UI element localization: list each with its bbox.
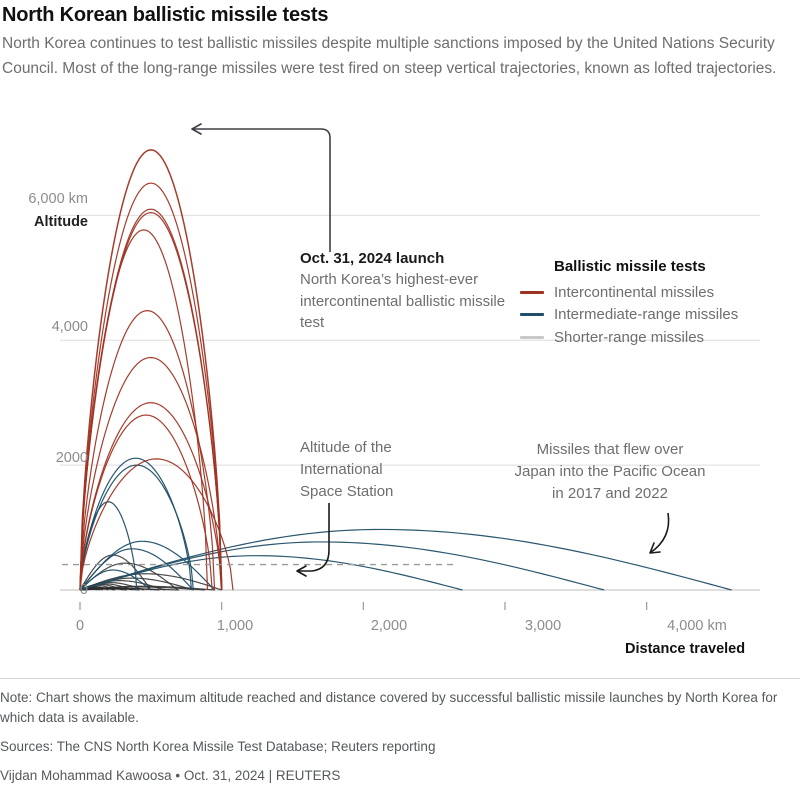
y-axis-title: Altitude [34, 214, 88, 230]
legend: Ballistic missile tests Intercontinental… [520, 258, 738, 349]
trajectory-path [79, 569, 152, 591]
chart-area: 6,000 km Altitude 4,000 2000 0 0 1,000 2… [0, 110, 800, 670]
launch-callout-arrow [191, 123, 331, 252]
legend-swatch-intermediate [520, 313, 544, 317]
x-axis-title: Distance traveled [625, 641, 746, 657]
x-tick-label-3000: 3,000 [524, 618, 562, 634]
trajectory-path [79, 573, 222, 591]
x-axis [79, 602, 648, 610]
trajectory-path [79, 548, 194, 591]
gridlines [60, 214, 760, 591]
y-tick-label-0: 0 [79, 582, 88, 598]
x-tick-label-0: 0 [75, 618, 85, 634]
annotation-pacific-line1: Missiles that flew over [536, 441, 684, 458]
trajectory-path [79, 588, 180, 591]
annotation-launch: Oct. 31, 2024 launch North Korea’s highe… [300, 248, 515, 334]
pacific-callout-arrow [649, 512, 670, 554]
trajectory-path [79, 501, 138, 591]
trajectory-path [79, 555, 463, 591]
intercontinental-trajectories [79, 149, 234, 591]
header: North Korean ballistic missile tests Nor… [0, 0, 800, 81]
annotation-iss-line3: Space Station [300, 483, 394, 500]
annotation-iss-line1: Altitude of the [300, 439, 392, 456]
y-tick-label-6000: 6,000 km [28, 191, 88, 207]
footer: Note: Chart shows the maximum altitude r… [0, 678, 800, 786]
x-tick-label-2000: 2,000 [370, 618, 408, 634]
legend-title: Ballistic missile tests [554, 258, 706, 275]
annotation-iss-line2: International [300, 461, 383, 478]
legend-swatch-intercontinental [520, 290, 544, 294]
trajectory-path [79, 541, 605, 591]
x-tick-label-4000: 4,000 km [667, 618, 727, 634]
legend-item-shorter-range[interactable]: Shorter-range missiles [520, 326, 738, 349]
footer-credit: Vijdan Mohammad Kawoosa • Oct. 31, 2024 … [0, 768, 341, 783]
trajectory-path [79, 586, 205, 591]
annotation-pacific-line2: Japan into the Pacific Ocean [514, 463, 706, 480]
annotation-pacific: Missiles that flew over Japan into the P… [495, 439, 725, 505]
legend-label-shorter-range: Shorter-range missiles [554, 328, 705, 346]
legend-swatch-shorter-range [520, 335, 544, 339]
footer-divider [0, 678, 800, 679]
legend-item-intercontinental[interactable]: Intercontinental missiles [520, 281, 738, 304]
trajectory-path [79, 356, 222, 591]
iss-callout-arrow [296, 503, 330, 577]
legend-item-intermediate[interactable]: Intermediate-range missiles [520, 304, 738, 327]
annotation-launch-title: Oct. 31, 2024 launch [300, 250, 445, 267]
page-title: North Korean ballistic missile tests [2, 4, 329, 26]
trajectory-path [79, 310, 216, 591]
trajectory-path [79, 208, 223, 591]
footer-sources: Sources: The CNS North Korea Missile Tes… [0, 739, 436, 754]
trajectory-plot [60, 123, 760, 610]
trajectory-path [79, 182, 223, 591]
legend-label-intercontinental: Intercontinental missiles [554, 283, 715, 301]
trajectory-path [79, 212, 223, 591]
trajectory-path [79, 457, 193, 591]
y-tick-label-2000: 2000 [55, 450, 88, 466]
y-tick-label-4000: 4,000 [51, 319, 88, 335]
trajectory-path [79, 402, 223, 591]
legend-label-intermediate: Intermediate-range missiles [554, 306, 739, 324]
trajectory-path [79, 414, 213, 591]
page-subtitle: North Korea continues to test ballistic … [2, 35, 777, 77]
annotation-launch-body: North Korea’s highest-ever intercontinen… [300, 271, 506, 331]
annotation-pacific-line3: in 2017 and 2022 [552, 485, 668, 502]
trajectory-path [79, 149, 223, 591]
footer-note: Note: Chart shows the maximum altitude r… [0, 690, 778, 725]
trajectory-path [79, 528, 732, 591]
x-tick-label-1000: 1,000 [216, 618, 254, 634]
trajectory-path [79, 458, 234, 591]
annotation-iss: Altitude of the International Space Stat… [300, 437, 440, 503]
